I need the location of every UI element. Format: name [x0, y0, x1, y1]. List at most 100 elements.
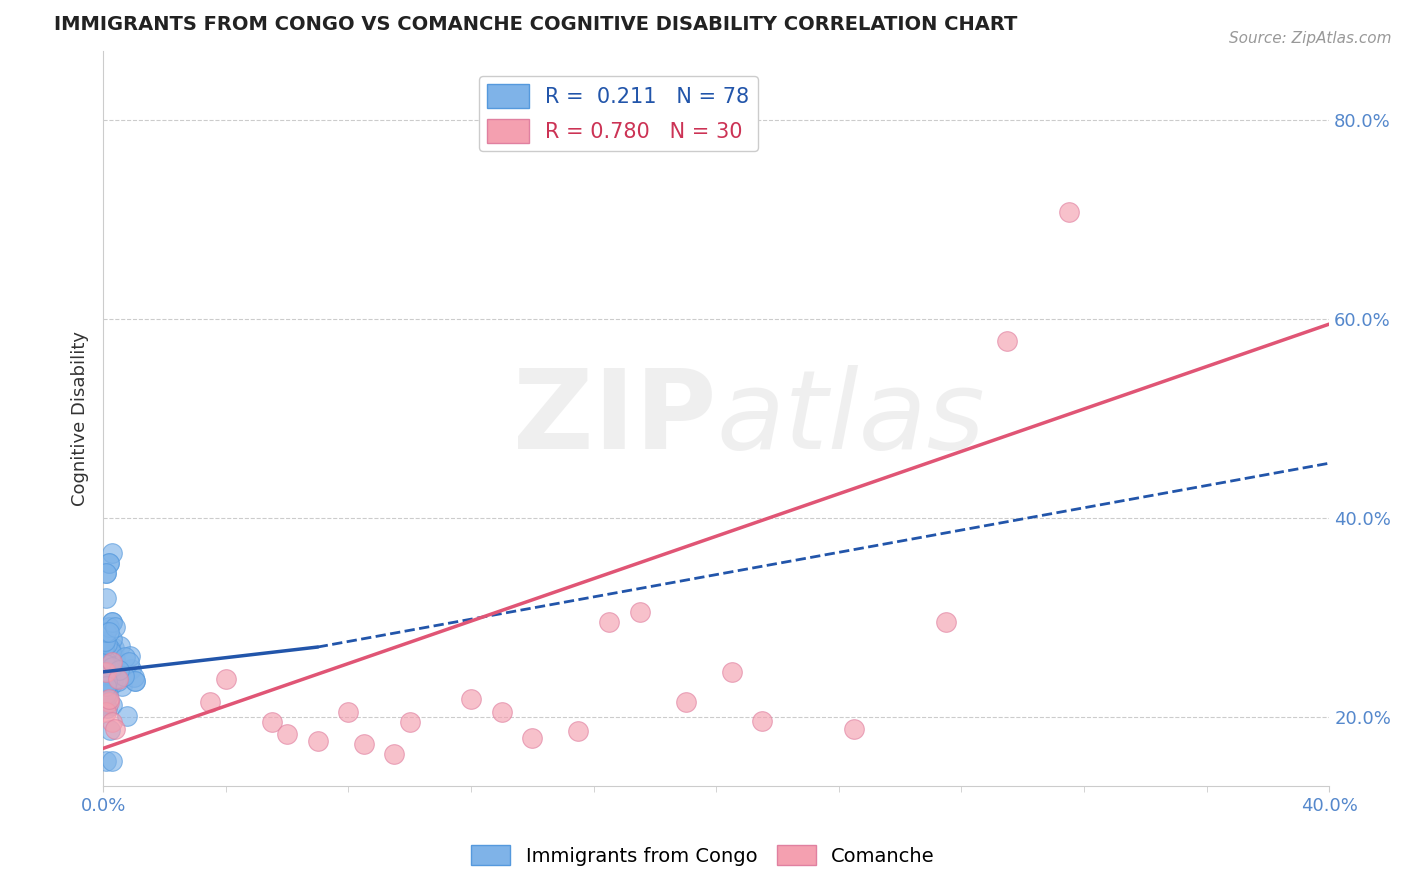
Point: [96, 685, 118, 699]
Point: [522, 731, 544, 746]
Point: [842, 722, 865, 736]
Point: [101, 714, 124, 729]
Point: [93, 669, 115, 683]
Point: [122, 669, 145, 683]
Point: [100, 645, 122, 659]
Point: [628, 605, 651, 619]
Point: [98, 661, 121, 675]
Point: [93, 672, 115, 686]
Point: [97, 673, 120, 688]
Point: [260, 714, 283, 729]
Legend: Immigrants from Congo, Comanche: Immigrants from Congo, Comanche: [464, 838, 942, 873]
Point: [98, 620, 121, 634]
Text: ZIP: ZIP: [513, 365, 716, 472]
Point: [101, 754, 124, 768]
Point: [94, 658, 117, 673]
Point: [108, 663, 131, 677]
Point: [96, 701, 118, 715]
Point: [101, 673, 124, 687]
Point: [93, 635, 115, 649]
Point: [751, 714, 773, 728]
Point: [94, 671, 117, 685]
Point: [112, 668, 135, 682]
Point: [98, 695, 121, 709]
Point: [97, 643, 120, 657]
Point: [94, 647, 117, 661]
Point: [93, 682, 115, 697]
Point: [98, 556, 121, 570]
Point: [93, 657, 115, 672]
Point: [96, 679, 118, 693]
Point: [96, 648, 118, 662]
Point: [104, 620, 127, 634]
Point: [93, 648, 115, 663]
Point: [93, 640, 115, 654]
Point: [96, 566, 118, 580]
Point: [94, 687, 117, 701]
Point: [997, 334, 1019, 348]
Point: [200, 695, 222, 709]
Point: [675, 695, 697, 709]
Point: [107, 672, 129, 686]
Point: [101, 546, 124, 560]
Point: [105, 671, 128, 685]
Point: [353, 738, 375, 752]
Point: [124, 673, 146, 688]
Point: [94, 684, 117, 698]
Point: [98, 625, 121, 640]
Point: [96, 705, 118, 719]
Point: [337, 705, 360, 719]
Point: [96, 637, 118, 651]
Point: [94, 696, 117, 710]
Point: [96, 690, 118, 704]
Point: [98, 671, 121, 685]
Point: [398, 714, 420, 729]
Point: [105, 666, 128, 681]
Point: [93, 685, 115, 699]
Point: [104, 722, 127, 736]
Point: [98, 556, 121, 570]
Point: [93, 665, 115, 679]
Point: [111, 678, 134, 692]
Point: [114, 650, 136, 665]
Point: [101, 615, 124, 630]
Point: [100, 645, 122, 659]
Point: [94, 698, 117, 712]
Point: [382, 747, 405, 762]
Point: [96, 591, 118, 606]
Point: [96, 625, 118, 640]
Point: [720, 665, 742, 679]
Point: [598, 615, 620, 630]
Point: [100, 676, 122, 690]
Point: [104, 652, 127, 666]
Point: [118, 655, 141, 669]
Point: [97, 689, 120, 703]
Point: [100, 660, 122, 674]
Point: [101, 655, 124, 669]
Point: [567, 724, 589, 739]
Point: [96, 654, 118, 668]
Text: atlas: atlas: [716, 365, 984, 472]
Point: [120, 662, 142, 676]
Point: [93, 665, 115, 680]
Point: [96, 754, 118, 768]
Point: [103, 659, 125, 673]
Point: [97, 658, 120, 673]
Point: [101, 615, 124, 630]
Point: [115, 709, 138, 723]
Point: [491, 705, 513, 719]
Point: [460, 691, 482, 706]
Point: [100, 723, 122, 737]
Point: [935, 615, 957, 630]
Point: [96, 674, 118, 689]
Point: [101, 632, 124, 647]
Y-axis label: Cognitive Disability: Cognitive Disability: [72, 331, 89, 506]
Point: [98, 642, 121, 657]
Point: [96, 688, 118, 702]
Point: [96, 665, 118, 679]
Text: IMMIGRANTS FROM CONGO VS COMANCHE COGNITIVE DISABILITY CORRELATION CHART: IMMIGRANTS FROM CONGO VS COMANCHE COGNIT…: [53, 15, 1018, 34]
Point: [100, 698, 122, 712]
Point: [98, 691, 121, 706]
Point: [124, 673, 146, 688]
Point: [96, 566, 118, 580]
